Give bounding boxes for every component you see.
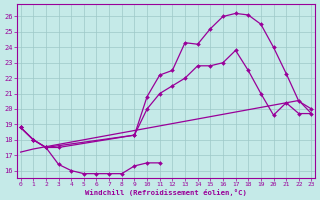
X-axis label: Windchill (Refroidissement éolien,°C): Windchill (Refroidissement éolien,°C) — [85, 189, 247, 196]
